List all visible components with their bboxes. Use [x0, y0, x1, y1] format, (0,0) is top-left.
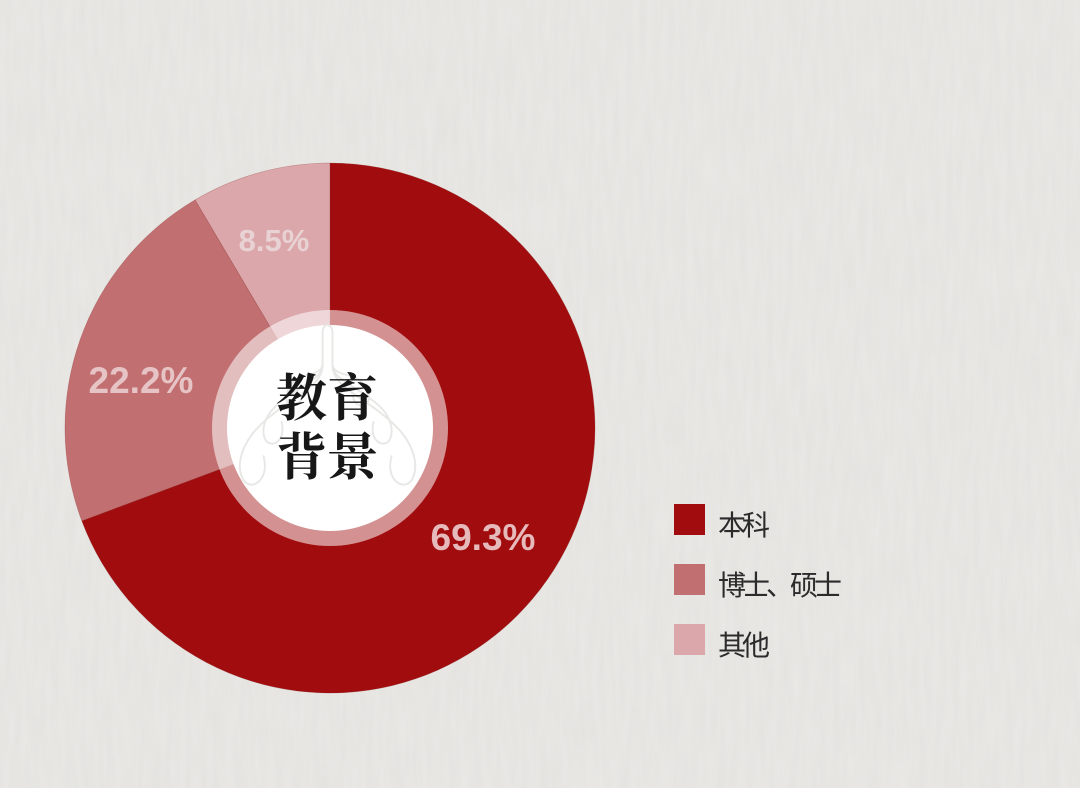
svg-text:8.5%: 8.5%: [239, 223, 310, 258]
svg-text:博士、硕士: 博士、硕士: [718, 564, 841, 604]
svg-text:本科: 本科: [718, 504, 770, 544]
svg-text:69.3%: 69.3%: [431, 517, 536, 558]
svg-text:背景: 背景: [276, 416, 379, 490]
svg-text:其他: 其他: [718, 624, 769, 664]
svg-text:22.2%: 22.2%: [89, 360, 194, 401]
